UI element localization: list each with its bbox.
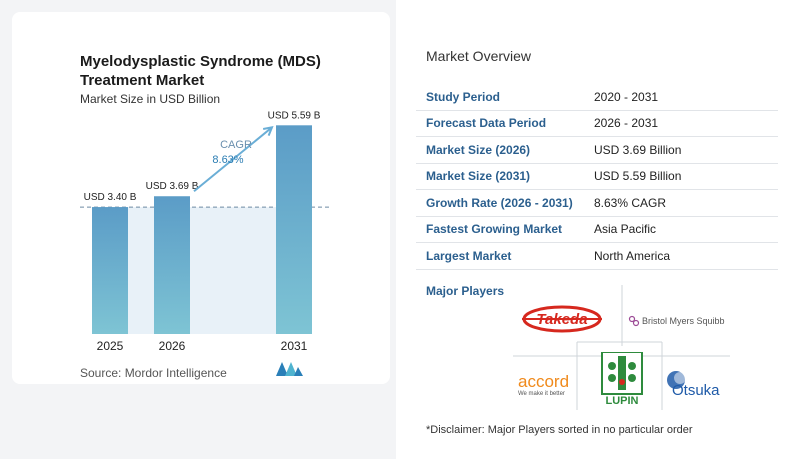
row-value: USD 3.69 Billion xyxy=(594,142,682,157)
source-note: Source: Mordor Intelligence xyxy=(80,366,227,380)
table-row: Fastest Growing Market Asia Pacific xyxy=(416,217,778,243)
otsuka-circle-icon xyxy=(667,371,686,389)
baseline-area xyxy=(92,207,312,334)
row-value: 2020 - 2031 xyxy=(594,89,659,104)
bar-2031 xyxy=(276,125,312,334)
major-players-title: Major Players xyxy=(426,284,505,298)
market-overview-table: Study Period 2020 - 2031 Forecast Data Pe… xyxy=(416,84,778,270)
accord-logo: accord We make it better xyxy=(518,372,569,397)
bar-2026 xyxy=(154,196,190,334)
takeda-shape-icon xyxy=(522,305,602,333)
row-label: Fastest Growing Market xyxy=(426,222,563,237)
row-value: 2026 - 2031 xyxy=(594,116,659,131)
category-label-2031: 2031 xyxy=(281,339,308,353)
row-value: 8.63% CAGR xyxy=(594,195,667,210)
table-row: Market Size (2026) USD 3.69 Billion xyxy=(416,137,778,164)
bms-logo: Bristol Myers Squibb xyxy=(628,314,725,328)
data-label-2026: USD 3.69 B xyxy=(146,181,199,192)
cagr-value: 8.63% xyxy=(212,154,243,166)
overview-card xyxy=(396,0,800,459)
bms-icon xyxy=(628,315,640,327)
row-value: USD 5.59 Billion xyxy=(594,169,682,184)
mordor-logo-icon xyxy=(276,362,303,376)
lupin-wordmark: LUPIN xyxy=(605,395,639,407)
row-label: Study Period xyxy=(426,89,501,104)
table-row: Study Period 2020 - 2031 xyxy=(416,84,778,111)
table-row: Market Size (2031) USD 5.59 Billion xyxy=(416,164,778,190)
category-label-2026: 2026 xyxy=(159,339,186,353)
chart-title: Myelodysplastic Syndrome (MDS) Treatment… xyxy=(80,53,321,89)
cagr-label: CAGR xyxy=(220,139,252,151)
table-row: Growth Rate (2026 - 2031) 8.63% CAGR xyxy=(416,190,778,217)
disclaimer-note: *Disclaimer: Major Players sorted in no … xyxy=(426,424,693,436)
bar-2025 xyxy=(92,207,128,334)
row-value: Asia Pacific xyxy=(594,222,657,237)
cagr-arrow xyxy=(193,126,273,193)
lupin-emblem-icon xyxy=(601,352,643,395)
row-label: Market Size (2031) xyxy=(426,169,531,184)
lupin-logo: LUPIN xyxy=(598,352,646,408)
category-label-2025: 2025 xyxy=(97,339,124,353)
accord-wordmark: accord xyxy=(518,372,570,391)
market-overview-title: Market Overview xyxy=(426,48,532,64)
data-label-2031: USD 5.59 B xyxy=(268,110,321,121)
table-row: Largest Market North America xyxy=(416,243,778,270)
data-label-2025: USD 3.40 B xyxy=(84,192,137,203)
table-row: Forecast Data Period 2026 - 2031 xyxy=(416,111,778,137)
row-label: Market Size (2026) xyxy=(426,142,531,157)
otsuka-logo: Otsuka xyxy=(666,370,730,400)
row-label: Largest Market xyxy=(426,248,512,263)
takeda-wordmark: Takeda xyxy=(536,311,588,328)
chart-subtitle: Market Size in USD Billion xyxy=(80,92,221,106)
row-label: Growth Rate (2026 - 2031) xyxy=(426,195,573,210)
bms-wordmark: Bristol Myers Squibb xyxy=(642,316,725,326)
takeda-logo: Takeda xyxy=(522,304,602,334)
otsuka-wordmark: Otsuka xyxy=(672,382,720,399)
row-label: Forecast Data Period xyxy=(426,116,547,131)
row-value: North America xyxy=(594,248,671,263)
accord-tagline: We make it better xyxy=(518,391,565,397)
cagr-arrow-head-icon xyxy=(262,125,274,137)
